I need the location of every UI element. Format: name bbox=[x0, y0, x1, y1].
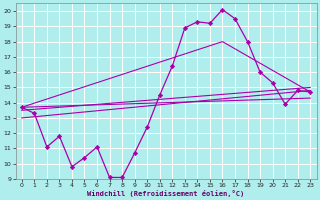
X-axis label: Windchill (Refroidissement éolien,°C): Windchill (Refroidissement éolien,°C) bbox=[87, 190, 245, 197]
